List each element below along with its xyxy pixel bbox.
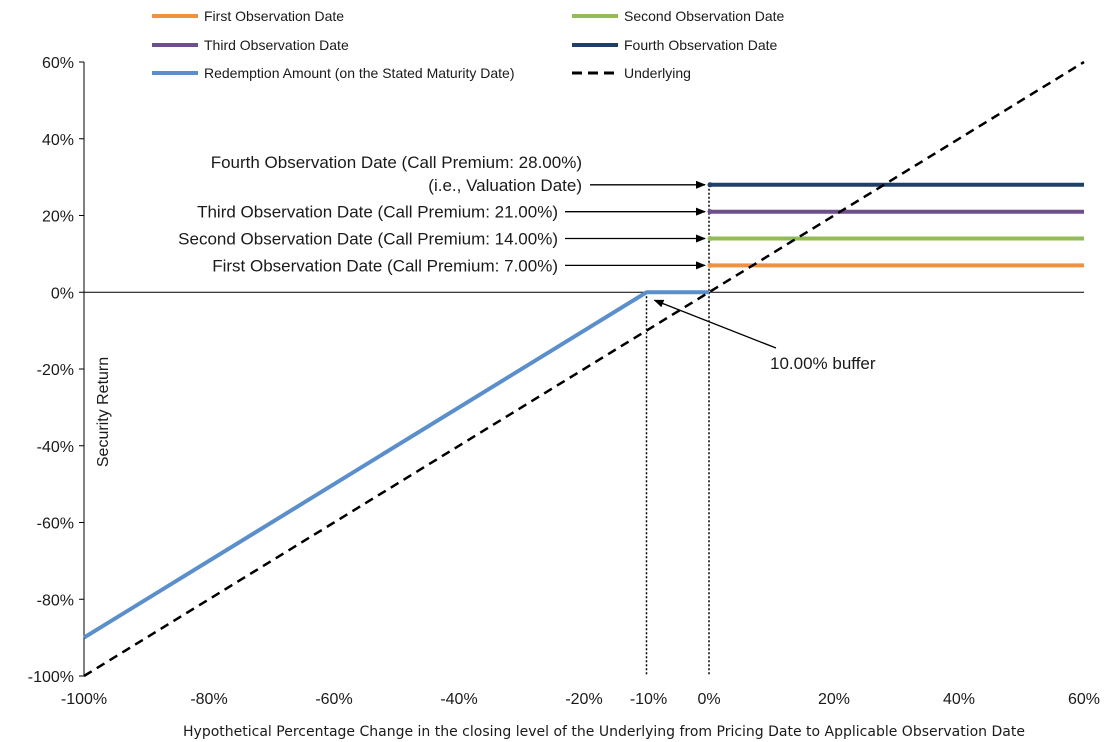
series-line-redemption-amount-on-the-stated-maturity-date [82,290,709,640]
y-axis-label: Security Return [95,357,112,467]
axes: -100% -80% -60% -40% -20% 0% 20% 40% 60% -100% -80… [28,55,1100,708]
x-tick-label: -80% [190,691,227,708]
x-axis-label: Hypothetical Percentage Change in the cl… [183,724,1025,740]
y-tick-label: -20% [37,362,74,379]
y-tick-label: -60% [37,516,74,533]
annotation-text: First Observation Date (Call Premium: 7.… [212,256,558,275]
x-tick-label: 60% [1068,691,1100,708]
x-tick-label: -40% [440,691,477,708]
series-start-point [707,182,713,188]
annotation-text: (i.e., Valuation Date) [428,176,582,195]
x-tick-label: -100% [61,691,107,708]
annotation-text: Second Observation Date (Call Premium: 1… [178,230,558,249]
legend-label-second-observation-date: Second Observation Date [624,8,785,24]
x-tick-label: 40% [943,691,975,708]
x-tick-label: -60% [315,691,352,708]
y-tick-label: 20% [42,209,74,226]
y-tick-label: 40% [42,132,74,149]
legend-label-third-observation-date: Third Observation Date [204,37,349,53]
annotation-text: Third Observation Date (Call Premium: 21… [197,203,558,222]
series-start-point [707,262,713,268]
legend-label-fourth-observation-date: Fourth Observation Date [624,37,778,53]
y-tick-label: 0% [51,285,74,302]
x-tick-label-extra: -10% [630,691,667,708]
series-start-point [707,236,713,242]
legend: First Observation Date Second Observation… [152,8,785,81]
annotations: Fourth Observation Date (Call Premium: 2… [178,153,876,373]
series-line-underlying [83,60,1085,678]
annotation-text: Fourth Observation Date (Call Premium: 2… [211,153,582,172]
legend-label-underlying: Underlying [624,65,691,81]
x-tick-label: -20% [565,691,602,708]
legend-label-redemption-amount-on-the-stated-maturity-date: Redemption Amount (on the Stated Maturit… [204,65,515,81]
y-tick-label: 60% [42,55,74,72]
y-tick-label: -80% [37,592,74,609]
y-tick-label: -100% [28,669,74,686]
series-group [82,60,1085,678]
y-tick-label: -40% [37,439,74,456]
series-start-point [707,209,713,215]
annotation-arrow-buffer [653,299,777,349]
x-tick-label: 0% [697,691,720,708]
annotation-text-buffer: 10.00% buffer [770,354,876,373]
x-tick-label: 20% [818,691,850,708]
legend-label-first-observation-date: First Observation Date [204,8,344,24]
